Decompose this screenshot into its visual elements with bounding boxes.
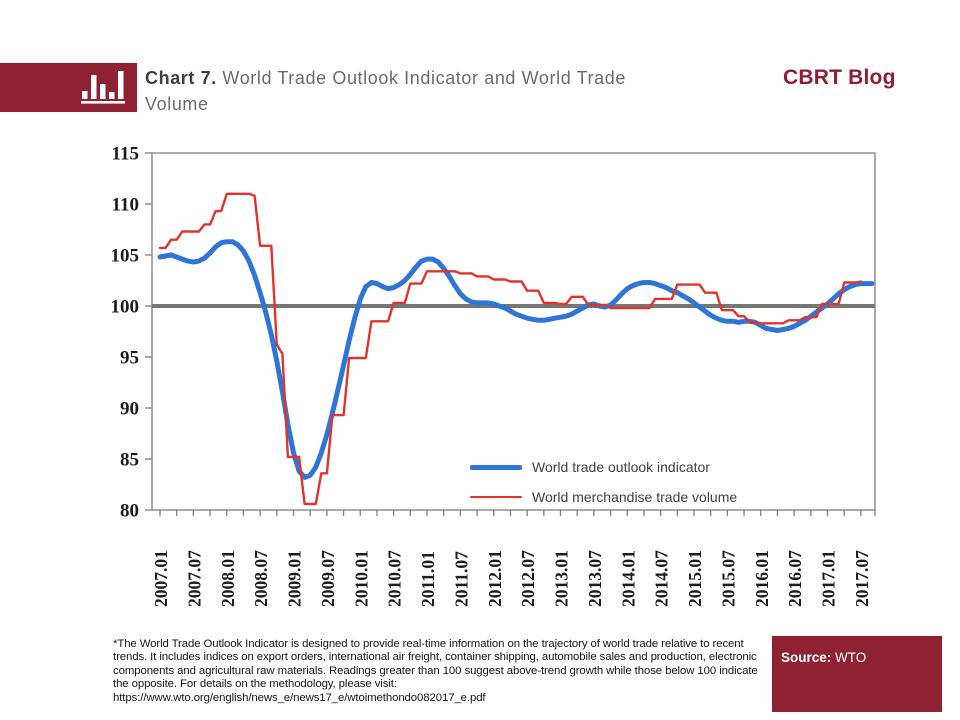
x-axis-label: 2016.07 [785,550,805,607]
y-axis-label: 90 [120,399,139,420]
y-axis-label: 110 [112,195,139,216]
chart-legend: World trade outlook indicator World merc… [470,458,737,518]
legend-label: World merchandise trade volume [532,489,738,505]
chart-number-label: Chart 7. [145,68,217,88]
y-axis-label: 95 [120,348,139,369]
x-axis-label: 2013.07 [585,550,605,607]
blog-brand: CBRT Blog [783,66,896,89]
x-axis-label: 2010.01 [351,550,371,607]
y-axis-label: 100 [111,297,140,318]
x-axis-label: 2017.01 [819,550,839,607]
series-outlook-indicator [157,239,875,480]
x-axis-label: 2010.07 [385,550,405,607]
source-box: Source: WTO [772,636,942,712]
bar-chart-icon [81,71,125,104]
x-axis-label: 2013.01 [552,550,572,607]
series-trade-volume [158,192,863,506]
x-axis-label: 2012.07 [518,550,538,607]
x-axis-label: 2007.07 [184,550,204,607]
x-axis-label: 2014.01 [618,550,638,607]
page-title: Chart 7. World Trade Outlook Indicator a… [145,65,635,117]
footnote-text: *The World Trade Outlook Indicator is de… [113,638,758,691]
methodology-url: https://www.wto.org/english/news_e/news1… [113,691,486,704]
x-axis-label: 2008.01 [218,550,238,607]
x-axis-label: 2011.07 [451,551,471,607]
x-axis-label: 2015.07 [718,550,738,607]
legend-item-trade-volume: World merchandise trade volume [470,488,737,506]
x-axis-label: 2011.01 [418,551,438,607]
x-axis-label: 2012.01 [485,550,505,607]
red-line-swatch [470,495,522,499]
x-axis-label: 2007.01 [151,550,171,607]
x-axis-label: 2017.07 [852,550,872,607]
x-axis-label: 2015.01 [685,550,705,607]
y-axis-label: 115 [112,144,139,165]
legend-label: World trade outlook indicator [532,459,710,475]
x-axis-label: 2016.01 [752,550,772,607]
footnote: *The World Trade Outlook Indicator is de… [113,638,768,705]
x-axis-label: 2009.01 [285,550,305,607]
plot-border [151,152,876,511]
chart-title-text: World Trade Outlook Indicator and World … [145,68,626,114]
blue-line-swatch [470,464,522,470]
legend-item-outlook-indicator: World trade outlook indicator [470,458,737,476]
x-axis-label: 2008.07 [251,550,271,607]
y-axis-label: 80 [120,501,139,522]
x-axis-label: 2009.07 [318,550,338,607]
y-axis-label: 105 [111,246,140,267]
y-axis-label: 85 [120,450,139,471]
source-value: WTO [831,650,867,665]
cbrt-logo [0,63,137,112]
source-label: Source: [781,650,832,665]
x-axis-label: 2014.07 [652,550,672,607]
